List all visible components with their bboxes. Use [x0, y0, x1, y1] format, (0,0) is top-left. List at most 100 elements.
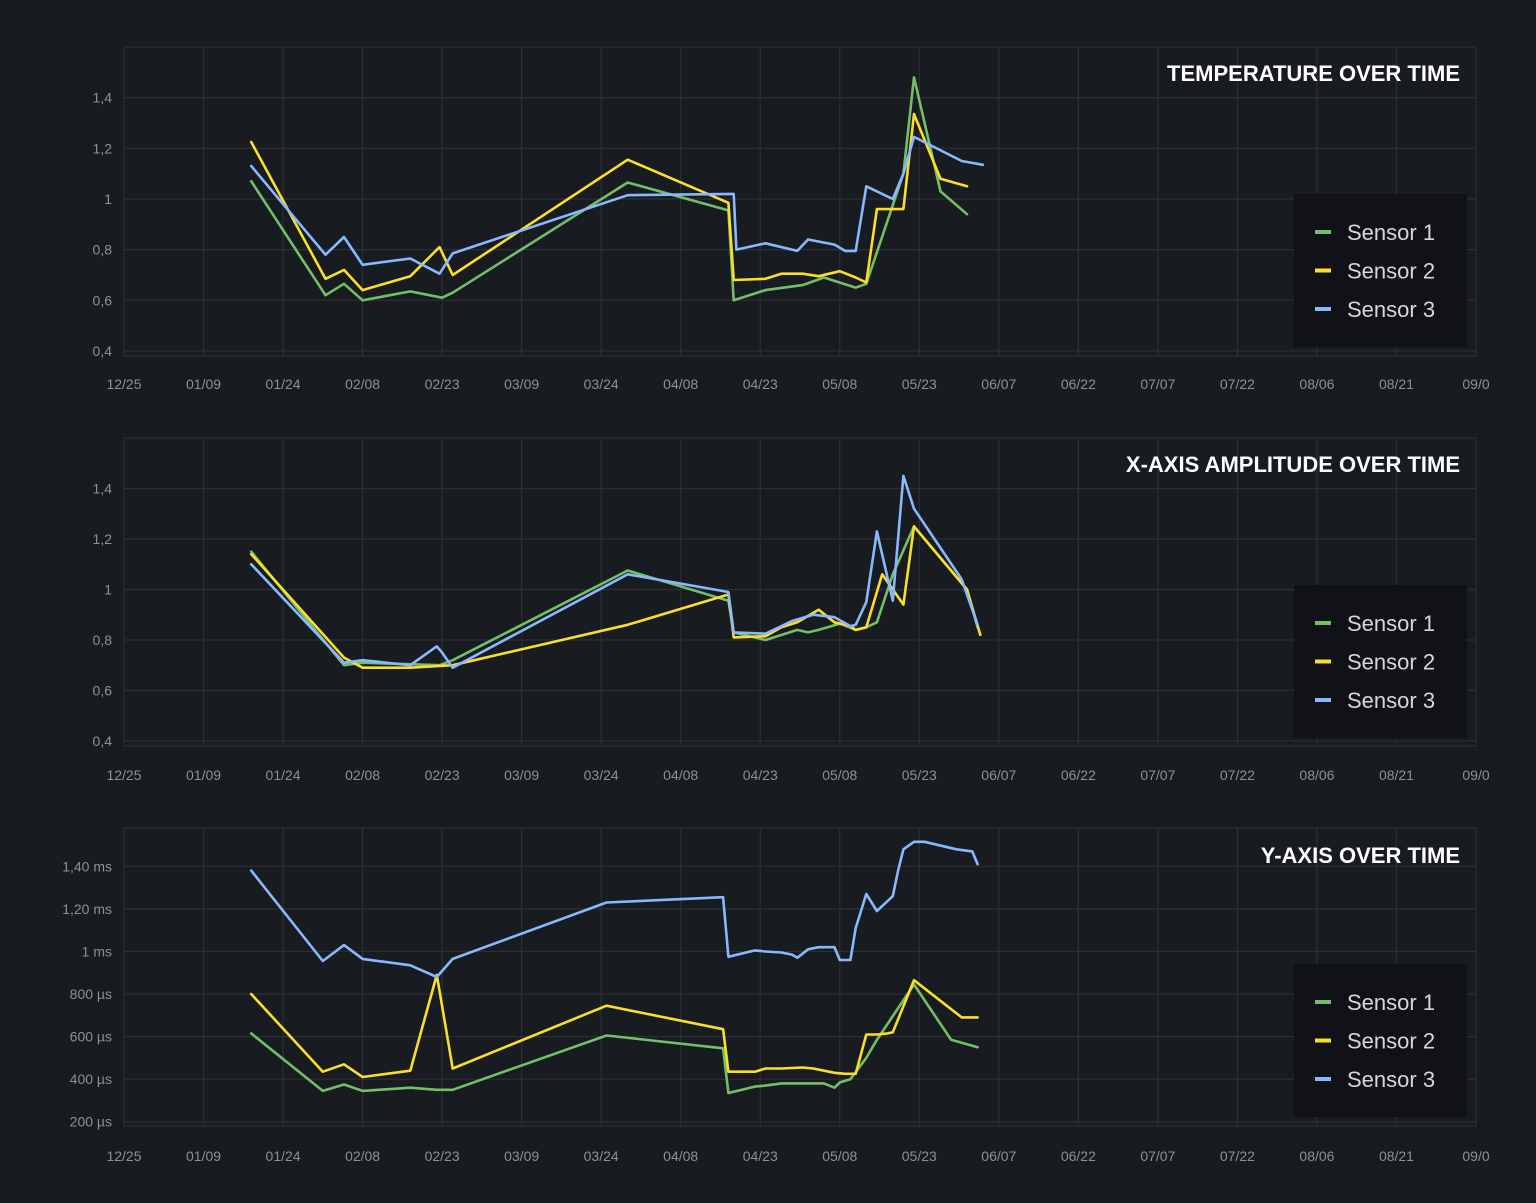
- chart-2-plot-area: [124, 438, 1476, 746]
- chart-2-y-tick-label: 0,6: [93, 682, 113, 698]
- chart-1-x-tick-label: 04/08: [663, 376, 698, 392]
- chart-3-y-tick-label: 1,40 ms: [62, 858, 112, 874]
- chart-1-x-tick-label: 02/08: [345, 376, 380, 392]
- chart-1-x-tick-label: 08/06: [1299, 376, 1334, 392]
- chart-1-x-tick-label: 01/24: [266, 376, 301, 392]
- chart-1-x-tick-label: 07/22: [1220, 376, 1255, 392]
- chart-1-x-tick-label: 03/09: [504, 376, 539, 392]
- chart-2-legend: Sensor 1 Sensor 2 Sensor 3: [1294, 585, 1467, 738]
- chart-3-x-tick-label: 05/23: [902, 1148, 937, 1164]
- chart-2-x-tick-label: 09/0: [1462, 767, 1489, 783]
- chart-2-x-tick-label: 04/23: [743, 767, 778, 783]
- chart-2-y-tick-label: 0,8: [93, 632, 113, 648]
- chart-1-legend-label-3[interactable]: Sensor 3: [1347, 297, 1435, 322]
- chart-2-x-tick-label: 12/25: [106, 767, 141, 783]
- chart-1-y-tick-label: 0,6: [93, 292, 113, 308]
- chart-1-y-tick-label: 0,4: [93, 343, 113, 359]
- chart-2-series-3-line[interactable]: [249, 474, 979, 670]
- chart-2-legend-label-2[interactable]: Sensor 2: [1347, 650, 1435, 675]
- chart-2-x-tick-label: 08/21: [1379, 767, 1414, 783]
- chart-3-x-tick-label: 06/07: [981, 1148, 1016, 1164]
- chart-3-y-tick-label: 1,20 ms: [62, 901, 112, 917]
- chart-1-series-3-line[interactable]: [249, 135, 985, 276]
- chart-2-x-tick-label: 01/24: [266, 767, 301, 783]
- chart-3-x-tick-label: 12/25: [106, 1148, 141, 1164]
- chart-1-x-tick-label: 03/24: [584, 376, 619, 392]
- chart-3-y-tick-label: 800 µs: [70, 986, 112, 1002]
- chart-2-legend-label-3[interactable]: Sensor 3: [1347, 688, 1435, 713]
- chart-3-legend: Sensor 1 Sensor 2 Sensor 3: [1294, 964, 1467, 1117]
- chart-1-series-2-line[interactable]: [249, 112, 969, 292]
- chart-3-x-tick-label: 03/09: [504, 1148, 539, 1164]
- chart-1-x-tick-label: 01/09: [186, 376, 221, 392]
- chart-1-x-tick-label: 06/07: [981, 376, 1016, 392]
- chart-2-y-tick-label: 1: [104, 581, 112, 597]
- chart-1-y-tick-label: 1: [104, 191, 112, 207]
- chart-1-x-tick-label: 08/21: [1379, 376, 1414, 392]
- chart-3-series-1-line[interactable]: [249, 983, 979, 1095]
- chart-1-legend: Sensor 1 Sensor 2 Sensor 3: [1294, 194, 1467, 347]
- chart-2-x-tick-label: 02/08: [345, 767, 380, 783]
- chart-3-legend-label-2[interactable]: Sensor 2: [1347, 1029, 1435, 1054]
- chart-3-x-tick-label: 08/21: [1379, 1148, 1414, 1164]
- chart-2-x-tick-label: 05/08: [822, 767, 857, 783]
- chart-1-y-tick-label: 0,8: [93, 242, 113, 258]
- chart-2-series-2-line[interactable]: [249, 525, 982, 670]
- chart-1-x-tick-label: 12/25: [106, 376, 141, 392]
- chart-2-x-tick-label: 03/24: [584, 767, 619, 783]
- chart-3-x-tick-label: 01/24: [266, 1148, 301, 1164]
- chart-2-y-tick-label: 1,2: [93, 531, 113, 547]
- chart-1-legend-label-2[interactable]: Sensor 2: [1347, 259, 1435, 284]
- chart-1-legend-label-1[interactable]: Sensor 1: [1347, 220, 1435, 245]
- chart-3-y-tick-label: 400 µs: [70, 1071, 112, 1087]
- chart-1-x-tick-label: 02/23: [425, 376, 460, 392]
- chart-1-x-tick-label: 05/23: [902, 376, 937, 392]
- chart-1-y-tick-label: 1,4: [93, 90, 113, 106]
- chart-3-x-tick-label: 02/08: [345, 1148, 380, 1164]
- chart-3-x-tick-label: 03/24: [584, 1148, 619, 1164]
- chart-2-x-tick-label: 06/07: [981, 767, 1016, 783]
- chart-3-legend-label-1[interactable]: Sensor 1: [1347, 990, 1435, 1015]
- chart-1: 12/25 01/09 01/24 02/08 02/23 03/09 03/24 04/08…: [93, 46, 1490, 392]
- chart-1-x-tick-label: 04/23: [743, 376, 778, 392]
- chart-3-x-tick-label: 08/06: [1299, 1148, 1334, 1164]
- chart-3-x-tick-label: 05/08: [822, 1148, 857, 1164]
- chart-3-x-tick-label: 04/23: [743, 1148, 778, 1164]
- chart-3-title: Y-AXIS OVER TIME: [1261, 843, 1460, 868]
- chart-3-y-tick-label: 200 µs: [70, 1114, 112, 1130]
- chart-2-x-tick-label: 02/23: [425, 767, 460, 783]
- chart-3-x-tick-label: 09/0: [1462, 1148, 1489, 1164]
- chart-2-legend-label-1[interactable]: Sensor 1: [1347, 611, 1435, 636]
- chart-3-series-3-line[interactable]: [249, 840, 979, 979]
- chart-1-plot-area: [124, 47, 1476, 356]
- chart-3-x-tick-label: 06/22: [1061, 1148, 1096, 1164]
- chart-3-plot-area: [124, 828, 1476, 1126]
- chart-2-x-tick-label: 05/23: [902, 767, 937, 783]
- chart-1-x-tick-label: 05/08: [822, 376, 857, 392]
- chart-3-x-tick-label: 07/22: [1220, 1148, 1255, 1164]
- chart-2-x-tick-label: 03/09: [504, 767, 539, 783]
- chart-2-x-tick-label: 07/07: [1140, 767, 1175, 783]
- chart-2-x-tick-label: 04/08: [663, 767, 698, 783]
- chart-3-y-tick-label: 600 µs: [70, 1029, 112, 1045]
- chart-2-series-1-line[interactable]: [249, 525, 979, 667]
- chart-1-title: TEMPERATURE OVER TIME: [1167, 61, 1460, 86]
- chart-3-x-tick-label: 04/08: [663, 1148, 698, 1164]
- chart-3: 12/25 01/09 01/24 02/08 02/23 03/09 03/24 04/08…: [62, 827, 1490, 1164]
- chart-2-x-tick-label: 06/22: [1061, 767, 1096, 783]
- chart-3-x-tick-label: 07/07: [1140, 1148, 1175, 1164]
- chart-2-y-tick-label: 0,4: [93, 733, 113, 749]
- chart-2-x-tick-label: 08/06: [1299, 767, 1334, 783]
- chart-3-y-tick-label: 1 ms: [82, 943, 112, 959]
- chart-3-legend-label-3[interactable]: Sensor 3: [1347, 1067, 1435, 1092]
- chart-2-title: X-AXIS AMPLITUDE OVER TIME: [1126, 452, 1460, 477]
- chart-1-x-tick-label: 09/0: [1462, 376, 1489, 392]
- chart-3-x-tick-label: 02/23: [425, 1148, 460, 1164]
- chart-1-y-tick-label: 1,2: [93, 140, 113, 156]
- chart-2: 12/25 01/09 01/24 02/08 02/23 03/09 03/24 04/08…: [93, 437, 1490, 783]
- chart-3-series-2-line[interactable]: [249, 973, 979, 1079]
- chart-2-y-tick-label: 1,4: [93, 480, 113, 496]
- chart-3-x-tick-label: 01/09: [186, 1148, 221, 1164]
